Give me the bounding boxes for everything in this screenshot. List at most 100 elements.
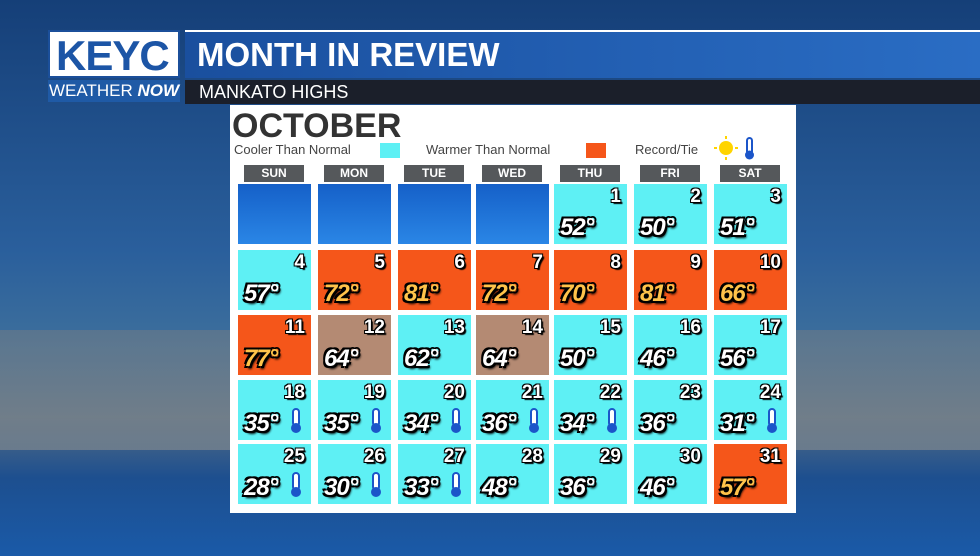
thermometer-bulb — [291, 423, 301, 433]
high-temp: 30° — [324, 474, 358, 501]
day-number: 1 — [610, 186, 621, 207]
day-number: 18 — [283, 382, 305, 403]
high-temp: 34° — [560, 410, 594, 437]
legend-label: Cooler Than Normal — [234, 142, 351, 157]
high-temp: 35° — [244, 410, 278, 437]
empty-cell — [476, 184, 549, 244]
day-cell: 29 36° — [554, 444, 627, 504]
thermometer-bulb — [371, 487, 381, 497]
day-number: 31 — [759, 446, 781, 467]
high-temp: 72° — [482, 280, 516, 307]
day-number: 14 — [521, 317, 543, 338]
record-thermometer — [767, 408, 777, 433]
title-bar: MONTH IN REVIEW — [185, 30, 980, 78]
high-temp: 57° — [244, 280, 278, 307]
thermometer-bulb — [291, 487, 301, 497]
day-number: 4 — [294, 252, 305, 273]
day-cell: 8 70° — [554, 250, 627, 310]
day-cell: 12 64° — [318, 315, 391, 375]
day-number: 25 — [283, 446, 305, 467]
day-cell: 30 46° — [634, 444, 707, 504]
record-thermometer — [291, 472, 301, 497]
day-number: 11 — [284, 317, 305, 338]
day-number: 19 — [363, 382, 385, 403]
day-number: 15 — [599, 317, 621, 338]
day-number: 3 — [770, 186, 781, 207]
day-number: 7 — [532, 252, 543, 273]
day-number: 30 — [679, 446, 701, 467]
empty-cell — [398, 184, 471, 244]
subtitle: MANKATO HIGHS — [199, 82, 349, 102]
day-number: 24 — [759, 382, 781, 403]
day-cell: 24 31° — [714, 380, 787, 440]
day-cell: 5 72° — [318, 250, 391, 310]
day-number: 9 — [690, 252, 701, 273]
title: MONTH IN REVIEW — [197, 36, 500, 73]
sun-rays — [714, 136, 738, 160]
weekday: FRI — [640, 165, 700, 182]
high-temp: 28° — [244, 474, 278, 501]
logo-sub-text: WEATHER — [48, 81, 133, 100]
legend-label: Record/Tie — [635, 142, 699, 157]
high-temp: 57° — [720, 474, 754, 501]
day-cell: 20 34° — [398, 380, 471, 440]
logo-box: KEYC — [48, 30, 180, 79]
logo-sub-bold: NOW — [137, 81, 180, 100]
high-temp: 46° — [640, 345, 674, 372]
day-cell: 11 77° — [238, 315, 311, 375]
weekday: MON — [324, 165, 384, 182]
day-cell: 4 57° — [238, 250, 311, 310]
day-cell: 2 50° — [634, 184, 707, 244]
day-cell: 3 51° — [714, 184, 787, 244]
day-cell: 23 36° — [634, 380, 707, 440]
record-thermometer — [451, 472, 461, 497]
record-thermometer — [529, 408, 539, 433]
weekday: THU — [560, 165, 620, 182]
day-cell: 13 62° — [398, 315, 471, 375]
high-temp: 56° — [720, 345, 754, 372]
high-temp: 36° — [640, 410, 674, 437]
legend-swatch — [586, 143, 606, 158]
thermometer-bulb — [767, 423, 777, 433]
record-thermometer — [291, 408, 301, 433]
high-temp: 36° — [482, 410, 516, 437]
thermometer-bulb — [371, 423, 381, 433]
record-thermometer — [371, 472, 381, 497]
day-cell: 22 34° — [554, 380, 627, 440]
high-temp: 48° — [482, 474, 516, 501]
day-cell: 9 81° — [634, 250, 707, 310]
high-temp: 51° — [720, 214, 754, 241]
weekday: SAT — [720, 165, 780, 182]
thermometer-bulb — [451, 487, 461, 497]
day-number: 6 — [454, 252, 465, 273]
legend-label: Warmer Than Normal — [426, 142, 551, 157]
day-cell: 26 30° — [318, 444, 391, 504]
record-thermometer — [371, 408, 381, 433]
high-temp: 72° — [324, 280, 358, 307]
day-cell: 16 46° — [634, 315, 707, 375]
weekday: SUN — [244, 165, 304, 182]
high-temp: 50° — [640, 214, 674, 241]
day-cell: 15 50° — [554, 315, 627, 375]
weekday: WED — [482, 165, 542, 182]
high-temp: 77° — [244, 345, 278, 372]
high-temp: 36° — [560, 474, 594, 501]
day-cell: 21 36° — [476, 380, 549, 440]
record-thermometer — [607, 408, 617, 433]
day-number: 27 — [443, 446, 465, 467]
day-number: 20 — [443, 382, 465, 403]
high-temp: 35° — [324, 410, 358, 437]
subtitle-bar: MANKATO HIGHS — [185, 80, 980, 104]
day-number: 23 — [679, 382, 701, 403]
record-icons — [714, 136, 754, 160]
day-number: 22 — [599, 382, 621, 403]
day-cell: 25 28° — [238, 444, 311, 504]
high-temp: 81° — [640, 280, 674, 307]
day-number: 5 — [374, 252, 385, 273]
day-cell: 14 64° — [476, 315, 549, 375]
day-number: 16 — [679, 317, 701, 338]
thermometer-bulb — [451, 423, 461, 433]
legend-swatch — [380, 143, 400, 158]
logo-sub: WEATHER NOW — [48, 80, 180, 102]
